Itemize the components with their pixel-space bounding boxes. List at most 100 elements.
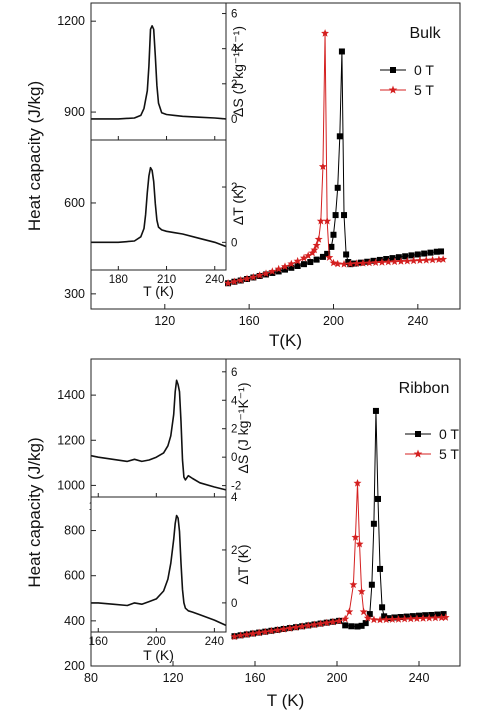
data-point (279, 625, 288, 633)
data-point (403, 613, 410, 620)
inset-y-tick-label: 6 (231, 9, 237, 21)
x-tick-label: 240 (407, 314, 428, 328)
data-point (336, 133, 343, 140)
inset-y-tick-label: 0 (231, 114, 237, 126)
data-point (255, 271, 264, 279)
data-point (357, 587, 366, 595)
inset-x-label: T (K) (143, 283, 174, 299)
data-point (440, 611, 447, 618)
data-point (355, 539, 364, 548)
data-point (274, 264, 283, 273)
series-0t (231, 407, 447, 640)
data-point (389, 255, 396, 262)
data-point (431, 613, 440, 622)
data-point (437, 613, 446, 622)
legend-marker (388, 85, 398, 94)
data-point (292, 623, 300, 631)
legend-marker (415, 431, 421, 437)
data-point (343, 251, 350, 258)
data-point (262, 269, 270, 277)
x-axis-title: T(K) (269, 331, 302, 350)
data-point (371, 258, 380, 266)
data-point (318, 162, 327, 170)
data-point (359, 607, 368, 616)
x-tick-label: 160 (245, 671, 266, 685)
data-point (310, 245, 319, 254)
data-point (428, 255, 437, 264)
data-point (427, 249, 434, 256)
inset-background (91, 140, 226, 270)
data-point (346, 259, 355, 268)
series-line (234, 483, 446, 638)
data-point (242, 630, 251, 638)
data-point (236, 276, 245, 284)
data-point (372, 407, 379, 414)
data-point (230, 277, 239, 286)
inset-x-tick-label: 200 (147, 636, 166, 648)
series-line (227, 51, 442, 284)
data-point (428, 611, 435, 618)
data-point (325, 253, 334, 261)
data-point (333, 259, 342, 268)
legend-label: 5 T (414, 82, 434, 98)
panel-label: Ribbon (399, 380, 450, 397)
inset-x-label: T (K) (143, 647, 174, 663)
series-line (234, 410, 444, 637)
data-point (249, 629, 257, 638)
data-point (287, 259, 296, 268)
data-point (413, 614, 421, 622)
legend-marker (390, 67, 396, 73)
data-point (382, 615, 391, 624)
y-tick-label: 400 (64, 614, 85, 628)
data-point (353, 479, 362, 487)
data-point (236, 631, 245, 639)
data-point (366, 611, 373, 618)
legend-label: 5 T (439, 446, 459, 462)
data-point (348, 623, 355, 630)
data-point (304, 621, 313, 629)
data-point (422, 256, 431, 264)
panel-label: Bulk (409, 25, 441, 42)
data-point (362, 620, 369, 627)
data-point (349, 580, 358, 589)
data-point (370, 257, 377, 264)
data-point (249, 273, 258, 281)
data-point (335, 616, 343, 625)
data-point (425, 613, 434, 622)
data-point (341, 614, 350, 623)
data-point (310, 620, 319, 629)
inset-y-tick-label: 6 (231, 367, 237, 379)
data-point (316, 619, 325, 628)
inset-y-tick-label: 4 (231, 395, 238, 407)
inset-y-label: ΔS (J kg⁻¹K⁻¹) (230, 26, 246, 117)
y-tick-label: 300 (64, 287, 85, 301)
data-point (422, 612, 429, 619)
y-tick-label: 200 (64, 659, 85, 673)
y-axis-title: Heat capacity (J/kg) (25, 81, 44, 231)
y-tick-label: 1200 (57, 14, 85, 28)
data-point (322, 618, 331, 627)
data-point (304, 251, 313, 260)
inset-y-tick-label: -2 (231, 481, 241, 493)
data-point (397, 614, 404, 621)
inset-y-tick-label: 0 (231, 598, 237, 610)
inset-x-tick-label: 240 (205, 274, 224, 286)
data-point (328, 617, 337, 626)
data-point (316, 216, 325, 225)
panel-bulk: 180 210 240 0 2 4 6 ΔS (J kg⁻¹K⁻¹) 180 210 240 0 2ΔT… (25, 2, 461, 350)
inset-curve (91, 24, 227, 120)
inset-x-tick-label: 240 (205, 636, 224, 648)
data-point (379, 604, 386, 611)
data-point (419, 614, 428, 622)
data-point (434, 611, 441, 618)
x-tick-label: 240 (409, 671, 430, 685)
data-point (298, 622, 307, 630)
data-point (408, 252, 415, 259)
data-point (324, 250, 331, 257)
data-point (402, 253, 409, 260)
data-point (378, 258, 386, 266)
data-point (354, 623, 361, 630)
y-tick-label: 600 (64, 569, 85, 583)
data-point (345, 607, 354, 616)
